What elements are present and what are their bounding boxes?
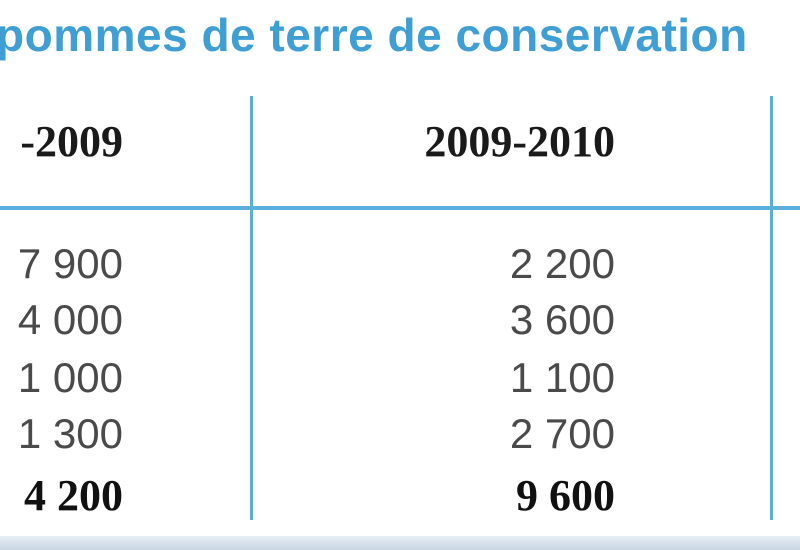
table-header-band	[0, 92, 800, 208]
column-divider-2	[770, 96, 773, 520]
total-col1: 4 200	[24, 471, 123, 520]
cell-row2-col1: 4 000	[17, 296, 123, 343]
bottom-edge	[0, 536, 800, 550]
header-rule	[0, 206, 800, 210]
cell-row3-col2: 1 100	[509, 354, 615, 401]
cell-row1-col1: 7 900	[17, 240, 123, 287]
column-header-1: -2009	[20, 117, 123, 166]
cell-row4-col2: 2 700	[509, 410, 615, 457]
cell-row4-col1: 1 300	[17, 410, 123, 457]
cell-row1-col2: 2 200	[509, 240, 615, 287]
total-col2: 9 600	[516, 471, 615, 520]
table-title: pommes de terre de conservation	[0, 9, 748, 61]
cell-row3-col1: 1 000	[17, 354, 123, 401]
column-divider-1	[250, 96, 253, 520]
cell-row2-col2: 3 600	[509, 296, 615, 343]
column-header-2: 2009-2010	[424, 117, 615, 166]
